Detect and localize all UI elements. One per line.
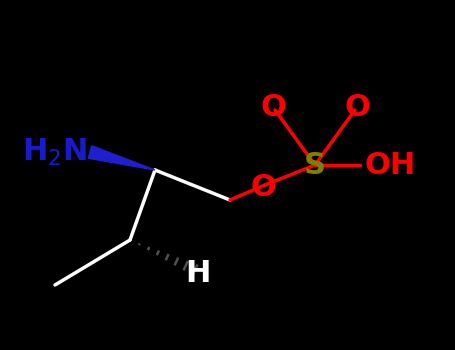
- Text: H: H: [185, 259, 211, 288]
- Text: S: S: [304, 150, 326, 180]
- Text: H$_2$N: H$_2$N: [22, 136, 87, 168]
- Text: O: O: [250, 174, 276, 203]
- Polygon shape: [88, 146, 155, 170]
- Text: O: O: [344, 92, 370, 121]
- Text: O: O: [260, 92, 286, 121]
- Text: OH: OH: [365, 150, 416, 180]
